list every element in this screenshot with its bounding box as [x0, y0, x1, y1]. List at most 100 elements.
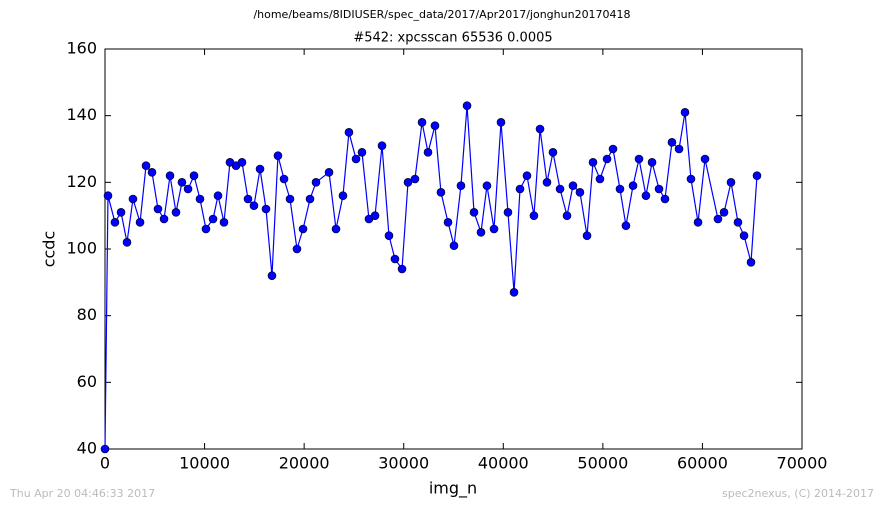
data-point [733, 218, 743, 227]
data-point [243, 194, 253, 204]
data-point [116, 208, 126, 217]
data-point [410, 174, 420, 184]
data-point [647, 158, 657, 167]
data-point [390, 254, 400, 264]
x-tick-label: 30000 [378, 454, 429, 473]
x-tick-label: 50000 [577, 454, 628, 473]
data-point [449, 241, 459, 250]
data-point [522, 171, 532, 180]
footer-right: spec2nexus, (C) 2014-2017 [722, 487, 874, 500]
data-point [746, 258, 756, 267]
data-point [285, 194, 295, 204]
y-tick-label: 60 [77, 372, 97, 391]
data-point [443, 218, 453, 227]
data-point [588, 158, 598, 167]
data-point [726, 178, 736, 187]
data-point [674, 144, 684, 154]
chart-title: #542: xpcsscan 65536 0.0005 [353, 31, 552, 46]
data-point [279, 174, 289, 184]
data-point [608, 144, 618, 154]
x-tick-label: 0 [100, 454, 110, 473]
y-tick-label: 120 [66, 172, 97, 191]
data-point [141, 161, 151, 170]
y-axis-label: ccdc [40, 231, 59, 268]
data-point [305, 194, 315, 204]
data-point [159, 214, 169, 224]
data-point [615, 184, 625, 194]
data-point [165, 171, 175, 180]
data-point [377, 141, 387, 150]
data-point [641, 191, 651, 200]
data-point [338, 191, 348, 200]
data-point [351, 154, 361, 164]
data-point [680, 108, 690, 117]
data-point [100, 444, 110, 454]
data-point [189, 171, 199, 180]
data-point [489, 224, 499, 234]
data-point [503, 208, 513, 217]
data-point [555, 184, 565, 194]
y-tick-label: 160 [66, 39, 97, 58]
data-point [267, 271, 277, 280]
y-tick-label: 100 [66, 239, 97, 258]
data-point [719, 208, 729, 217]
data-point [128, 194, 138, 204]
data-point [456, 181, 466, 190]
data-point [255, 164, 265, 174]
data-point [575, 188, 585, 197]
data-point [273, 151, 283, 160]
data-point [213, 191, 223, 200]
data-line [104, 105, 758, 450]
data-point [417, 118, 427, 127]
data-point [397, 264, 407, 274]
suptitle: /home/beams/8IDIUSER/spec_data/2017/Apr2… [253, 8, 630, 21]
data-point [660, 194, 670, 204]
data-point [482, 181, 492, 190]
data-point [237, 158, 247, 167]
data-point [298, 224, 308, 234]
data-point [344, 128, 354, 137]
data-point [582, 231, 592, 240]
y-tick-label: 80 [77, 305, 97, 324]
data-point [201, 224, 211, 234]
data-point [110, 218, 120, 227]
data-point [384, 231, 394, 240]
footer-left: Thu Apr 20 04:46:33 2017 [9, 487, 155, 500]
data-point [122, 238, 132, 247]
data-point [331, 224, 341, 234]
data-point [261, 204, 271, 214]
data-point [700, 154, 710, 164]
data-point [693, 218, 703, 227]
data-point [171, 208, 181, 217]
data-point [430, 121, 440, 130]
x-tick-label: 60000 [677, 454, 728, 473]
y-tick-label: 140 [66, 105, 97, 124]
data-point [469, 208, 479, 217]
x-tick-label: 40000 [478, 454, 529, 473]
data-point [542, 178, 552, 187]
data-point [292, 244, 302, 254]
data-point [219, 218, 229, 227]
data-point [311, 178, 321, 187]
data-point [628, 181, 638, 190]
data-point [195, 194, 205, 204]
data-point [686, 174, 696, 184]
data-point [515, 184, 525, 194]
data-point [634, 154, 644, 164]
data-point [548, 148, 558, 157]
y-tick-label: 40 [77, 439, 97, 458]
data-point [423, 148, 433, 157]
data-point [403, 178, 413, 187]
data-point [562, 211, 572, 220]
data-point [568, 181, 578, 190]
data-point [153, 204, 163, 214]
data-point [370, 211, 380, 220]
data-point [147, 168, 157, 177]
data-point [654, 184, 664, 194]
x-axis-label: img_n [429, 479, 477, 499]
data-point [103, 191, 113, 200]
data-point [135, 218, 145, 227]
data-point [595, 174, 605, 184]
data-point [535, 124, 545, 134]
